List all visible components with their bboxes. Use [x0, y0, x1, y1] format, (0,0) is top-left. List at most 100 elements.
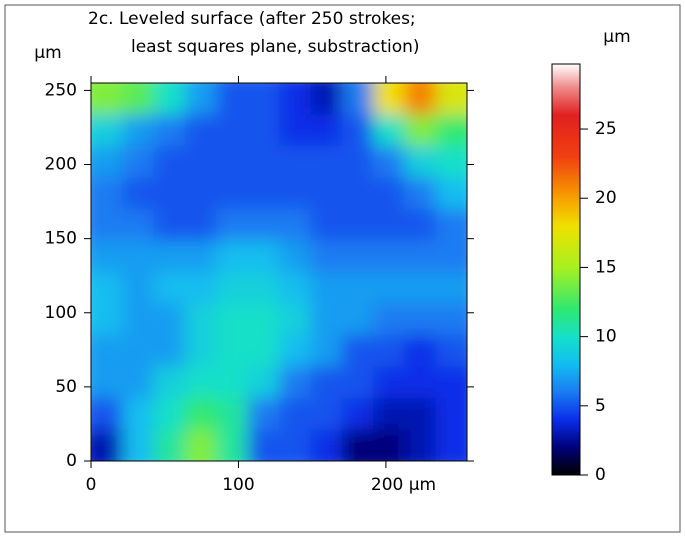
y-tick-label: 250 — [45, 80, 77, 100]
heat-cell — [122, 366, 155, 399]
title-line: 2c. Leveled surface (after 250 strokes; — [88, 9, 416, 29]
heat-cell — [153, 146, 186, 179]
heat-cell — [247, 335, 280, 368]
colorbar-tick-label: 5 — [595, 396, 606, 416]
heat-cell — [91, 83, 124, 116]
heat-cell — [122, 146, 155, 179]
heat-cell — [310, 429, 343, 461]
heat-cell — [279, 209, 312, 242]
heat-cell — [153, 366, 186, 399]
heat-cell — [247, 83, 280, 116]
heat-cell — [341, 240, 374, 273]
heat-cell — [435, 335, 467, 368]
heat-cell — [216, 177, 249, 210]
heat-cell — [91, 272, 124, 305]
heat-cell — [373, 429, 406, 461]
heat-cell — [373, 177, 406, 210]
heat-cell — [153, 209, 186, 242]
heat-cell — [216, 240, 249, 273]
heat-cell — [341, 272, 374, 305]
heat-cell — [247, 272, 280, 305]
heat-cell — [216, 303, 249, 336]
heat-cell — [216, 272, 249, 305]
heat-cell — [279, 146, 312, 179]
heat-cell — [341, 398, 374, 431]
heat-cell — [341, 146, 374, 179]
heat-cell — [373, 398, 406, 431]
heat-cell — [122, 272, 155, 305]
heat-cell — [91, 177, 124, 210]
heat-cell — [279, 114, 312, 147]
heat-cell — [373, 272, 406, 305]
heat-cell — [185, 429, 218, 461]
y-tick-label: 100 — [45, 303, 77, 323]
heat-cell — [310, 177, 343, 210]
heat-cell — [435, 429, 467, 461]
colorbar-tick-label: 20 — [595, 188, 617, 208]
heat-cell — [91, 335, 124, 368]
heat-cell — [247, 209, 280, 242]
heat-cell — [310, 366, 343, 399]
heat-cell — [247, 366, 280, 399]
heat-cell — [122, 83, 155, 116]
heat-cell — [373, 335, 406, 368]
heat-cell — [279, 398, 312, 431]
heat-cell — [91, 303, 124, 336]
heat-cell — [185, 272, 218, 305]
y-tick-label: 200 — [45, 155, 77, 175]
title-line: least squares plane, substraction) — [131, 37, 420, 57]
heat-cell — [185, 366, 218, 399]
heat-cell — [247, 303, 280, 336]
heat-cell — [435, 272, 467, 305]
heat-cell — [279, 335, 312, 368]
heat-cell — [279, 240, 312, 273]
heat-cell — [341, 303, 374, 336]
heat-cell — [216, 114, 249, 147]
heat-cell — [247, 429, 280, 461]
heat-cell — [341, 335, 374, 368]
heat-cell — [435, 177, 467, 210]
heat-cell — [216, 146, 249, 179]
heat-cell — [153, 114, 186, 147]
heat-cell — [153, 272, 186, 305]
heat-cell — [185, 240, 218, 273]
heat-cell — [310, 272, 343, 305]
heat-cell — [404, 177, 437, 210]
heat-cell — [185, 303, 218, 336]
heat-cell — [310, 209, 343, 242]
heat-cell — [341, 209, 374, 242]
heat-cell — [122, 335, 155, 368]
colorbar-tick-label: 25 — [595, 119, 617, 139]
heat-cell — [185, 335, 218, 368]
heat-cell — [216, 398, 249, 431]
heat-cell — [91, 240, 124, 273]
y-tick-label: 150 — [45, 229, 77, 249]
heat-cell — [435, 398, 467, 431]
heat-cell — [310, 335, 343, 368]
heat-cell — [185, 146, 218, 179]
heat-cell — [185, 398, 218, 431]
heat-cell — [435, 114, 467, 147]
heat-cell — [122, 398, 155, 431]
heat-cell — [91, 398, 124, 431]
colorbar-tick-label: 15 — [595, 257, 617, 277]
heat-cell — [91, 209, 124, 242]
heat-cell — [279, 429, 312, 461]
heat-cell — [216, 83, 249, 116]
heat-cell — [247, 240, 280, 273]
heat-cell — [185, 209, 218, 242]
heat-cell — [91, 366, 124, 399]
heat-cell — [373, 366, 406, 399]
heat-cell — [153, 335, 186, 368]
heat-cell — [404, 303, 437, 336]
heat-cell — [435, 146, 467, 179]
heat-cell — [404, 366, 437, 399]
heat-cell — [247, 398, 280, 431]
heat-cell — [247, 146, 280, 179]
y-tick-label: 0 — [66, 451, 77, 471]
heat-cell — [404, 83, 437, 116]
heat-cell — [310, 303, 343, 336]
x-tick-label: 200 µm — [371, 475, 436, 495]
heat-cell — [435, 83, 467, 116]
